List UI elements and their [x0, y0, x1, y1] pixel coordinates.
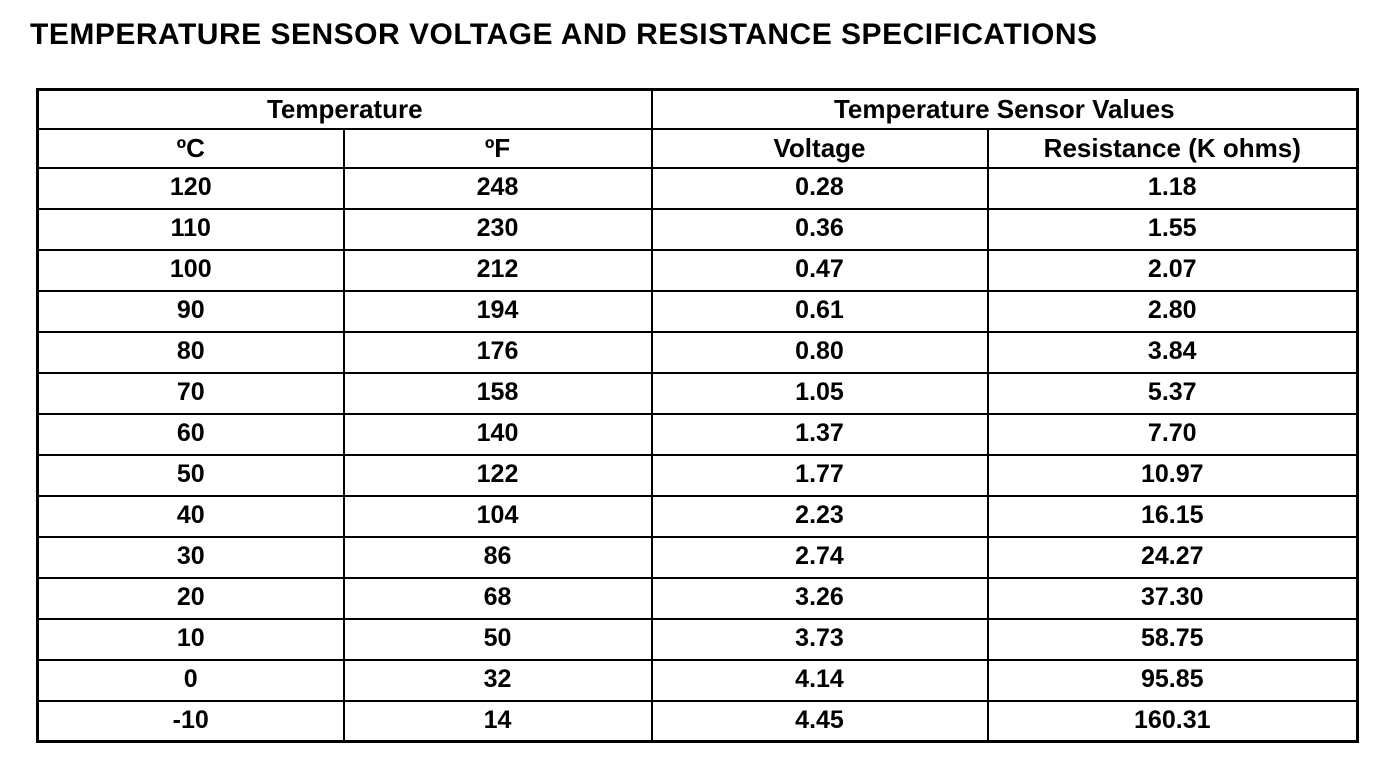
group-header-row: Temperature Temperature Sensor Values — [36, 88, 1359, 130]
table-cell: 14 — [342, 699, 653, 743]
table-cell: 120 — [36, 166, 345, 210]
table-cell: 80 — [36, 330, 345, 374]
group-header-temperature: Temperature — [36, 88, 653, 130]
table-cell: 10.97 — [986, 453, 1359, 497]
table-cell: 50 — [36, 453, 345, 497]
table-cell: 10 — [36, 617, 345, 661]
table-row: 110 230 0.36 1.55 — [36, 207, 1359, 251]
table-row: 60 140 1.37 7.70 — [36, 412, 1359, 456]
table-cell: 0.28 — [650, 166, 989, 210]
table-cell: 2.80 — [986, 289, 1359, 333]
table-cell: 0.61 — [650, 289, 989, 333]
table-cell: -10 — [36, 699, 345, 743]
table-cell: 7.70 — [986, 412, 1359, 456]
table-row: 80 176 0.80 3.84 — [36, 330, 1359, 374]
table-cell: 100 — [36, 248, 345, 292]
table-cell: 1.18 — [986, 166, 1359, 210]
table-cell: 24.27 — [986, 535, 1359, 579]
table-cell: 37.30 — [986, 576, 1359, 620]
table-cell: 90 — [36, 289, 345, 333]
table-cell: 60 — [36, 412, 345, 456]
table-cell: 3.73 — [650, 617, 989, 661]
table-cell: 86 — [342, 535, 653, 579]
group-header-sensor-values: Temperature Sensor Values — [650, 88, 1359, 130]
table-row: 20 68 3.26 37.30 — [36, 576, 1359, 620]
table-cell: 0.36 — [650, 207, 989, 251]
table-cell: 3.84 — [986, 330, 1359, 374]
table-cell: 194 — [342, 289, 653, 333]
table-cell: 4.45 — [650, 699, 989, 743]
table-cell: 68 — [342, 576, 653, 620]
table-cell: 70 — [36, 371, 345, 415]
column-header-celsius: ºC — [36, 127, 345, 169]
table-cell: 1.05 — [650, 371, 989, 415]
table-cell: 2.74 — [650, 535, 989, 579]
table-cell: 16.15 — [986, 494, 1359, 538]
table-cell: 2.07 — [986, 248, 1359, 292]
column-header-fahrenheit: ºF — [342, 127, 653, 169]
table-cell: 3.26 — [650, 576, 989, 620]
table-cell: 58.75 — [986, 617, 1359, 661]
table-cell: 0 — [36, 658, 345, 702]
table-cell: 1.37 — [650, 412, 989, 456]
table-cell: 1.77 — [650, 453, 989, 497]
column-header-voltage: Voltage — [650, 127, 989, 169]
table-row: 30 86 2.74 24.27 — [36, 535, 1359, 579]
table-cell: 0.80 — [650, 330, 989, 374]
table-row: -10 14 4.45 160.31 — [36, 699, 1359, 743]
table-cell: 32 — [342, 658, 653, 702]
table-row: 0 32 4.14 95.85 — [36, 658, 1359, 702]
table-cell: 158 — [342, 371, 653, 415]
table-cell: 140 — [342, 412, 653, 456]
table-cell: 122 — [342, 453, 653, 497]
table-cell: 50 — [342, 617, 653, 661]
table-row: 50 122 1.77 10.97 — [36, 453, 1359, 497]
table-body: 120 248 0.28 1.18 110 230 0.36 1.55 100 212 0.47 2.… — [36, 166, 1359, 743]
table-row: 40 104 2.23 16.15 — [36, 494, 1359, 538]
table-cell: 104 — [342, 494, 653, 538]
column-header-row: ºC ºF Voltage Resistance (K ohms) — [36, 127, 1359, 169]
table-cell: 4.14 — [650, 658, 989, 702]
table-cell: 248 — [342, 166, 653, 210]
table-row: 120 248 0.28 1.18 — [36, 166, 1359, 210]
table-cell: 5.37 — [986, 371, 1359, 415]
column-header-resistance: Resistance (K ohms) — [986, 127, 1359, 169]
table-row: 90 194 0.61 2.80 — [36, 289, 1359, 333]
table-cell: 20 — [36, 576, 345, 620]
table-cell: 0.47 — [650, 248, 989, 292]
table-cell: 212 — [342, 248, 653, 292]
table-row: 100 212 0.47 2.07 — [36, 248, 1359, 292]
table-cell: 30 — [36, 535, 345, 579]
table-cell: 176 — [342, 330, 653, 374]
table-cell: 95.85 — [986, 658, 1359, 702]
table-cell: 110 — [36, 207, 345, 251]
table-row: 10 50 3.73 58.75 — [36, 617, 1359, 661]
table-cell: 1.55 — [986, 207, 1359, 251]
page-title: TEMPERATURE SENSOR VOLTAGE AND RESISTANC… — [30, 18, 1098, 51]
table-cell: 230 — [342, 207, 653, 251]
table-row: 70 158 1.05 5.37 — [36, 371, 1359, 415]
spec-table: Temperature Temperature Sensor Values ºC… — [36, 88, 1360, 743]
table-cell: 2.23 — [650, 494, 989, 538]
table-cell: 160.31 — [986, 699, 1359, 743]
table-cell: 40 — [36, 494, 345, 538]
